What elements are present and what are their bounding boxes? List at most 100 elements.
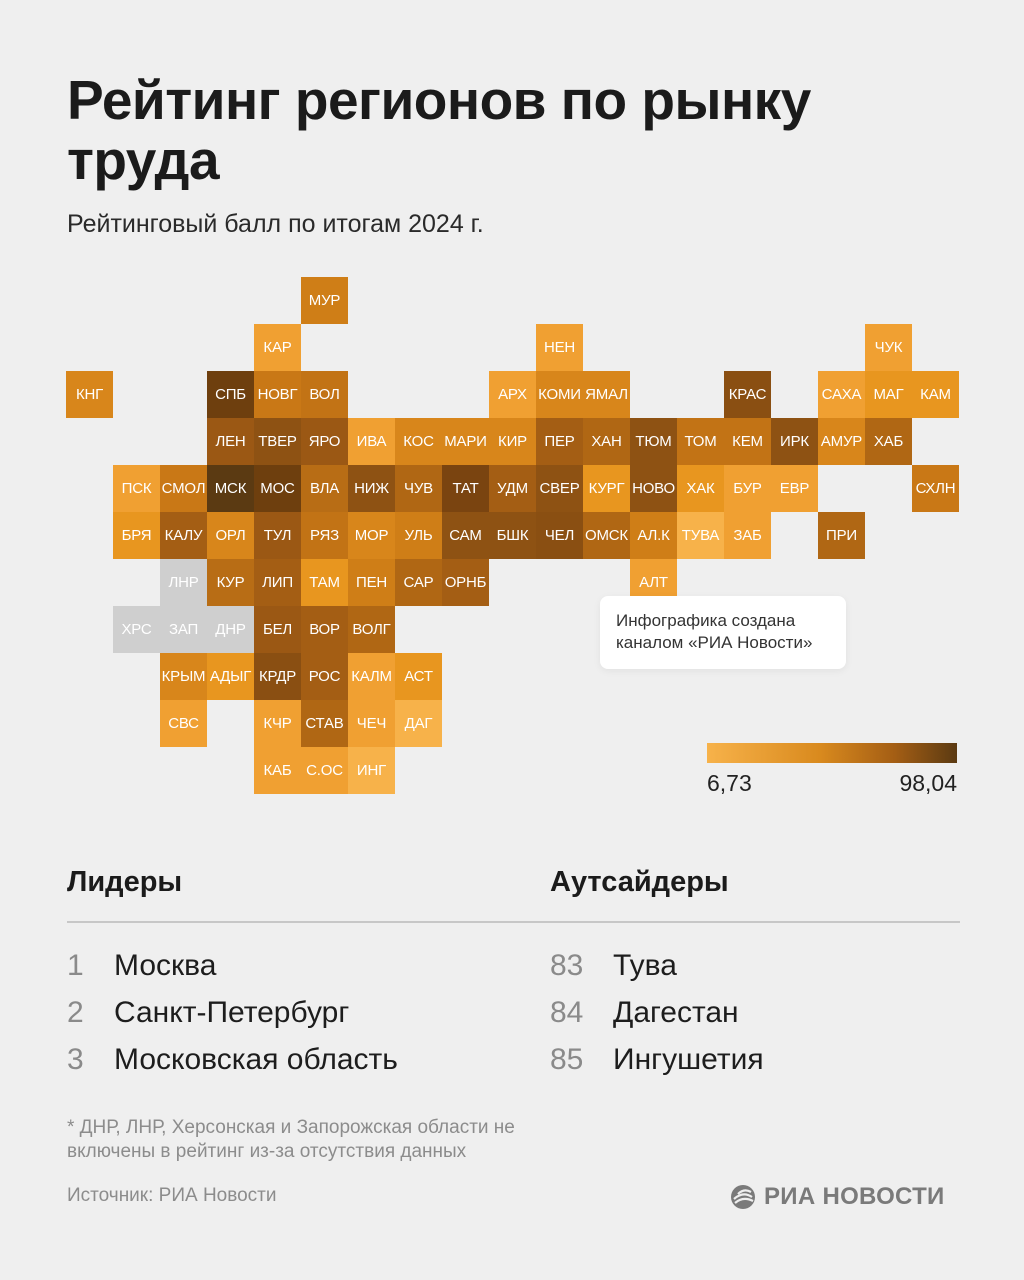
region-tile-ново: НОВО <box>630 465 677 512</box>
region-tile-чук: ЧУК <box>865 324 912 371</box>
region-tile-мск: МСК <box>207 465 254 512</box>
region-tile-хан: ХАН <box>583 418 630 465</box>
region-name: Тува <box>613 949 677 982</box>
region-tile-кос: КОС <box>395 418 442 465</box>
region-tile-кнг: КНГ <box>66 371 113 418</box>
section-divider <box>67 921 960 923</box>
region-tile-кир: КИР <box>489 418 536 465</box>
source-label: Источник: РИА Новости <box>67 1185 277 1206</box>
region-tile-удм: УДМ <box>489 465 536 512</box>
region-tile-ряз: РЯЗ <box>301 512 348 559</box>
region-tile-бел: БЕЛ <box>254 606 301 653</box>
ria-globe-icon <box>731 1185 755 1209</box>
region-tile-маг: МАГ <box>865 371 912 418</box>
region-name: Санкт-Петербург <box>114 996 350 1029</box>
page-title: Рейтинг регионов по рынку труда <box>67 69 811 191</box>
region-tile-хак: ХАК <box>677 465 724 512</box>
region-tile-каб: КАБ <box>254 747 301 794</box>
region-tile-пер: ПЕР <box>536 418 583 465</box>
region-tile-саха: САХА <box>818 371 865 418</box>
brand-name: РИА НОВОСТИ <box>764 1183 945 1210</box>
region-tile-тул: ТУЛ <box>254 512 301 559</box>
outsiders-heading: Аутсайдеры <box>550 866 729 898</box>
region-tile-лип: ЛИП <box>254 559 301 606</box>
credit-note: Инфографика создана каналом «РИА Новости… <box>600 596 846 669</box>
region-tile-кам: КАМ <box>912 371 959 418</box>
legend-max-label: 98,04 <box>899 770 957 796</box>
region-tile-пен: ПЕН <box>348 559 395 606</box>
legend-gradient <box>707 743 957 763</box>
region-tile-орнб: ОРНБ <box>442 559 489 606</box>
region-tile-сам: САМ <box>442 512 489 559</box>
region-tile-евр: ЕВР <box>771 465 818 512</box>
region-tile-новг: НОВГ <box>254 371 301 418</box>
region-tile-мур: МУР <box>301 277 348 324</box>
brand-logo: РИА НОВОСТИ <box>730 1180 960 1214</box>
region-tile-рос: РОС <box>301 653 348 700</box>
rank-number: 85 <box>550 1043 584 1076</box>
region-tile-спб: СПБ <box>207 371 254 418</box>
region-name: Москва <box>114 949 217 982</box>
region-tile-зап: ЗАП <box>160 606 207 653</box>
region-tile-хаб: ХАБ <box>865 418 912 465</box>
region-tile-коми: КОМИ <box>536 371 583 418</box>
region-tile-твер: ТВЕР <box>254 418 301 465</box>
region-tile-крдр: КРДР <box>254 653 301 700</box>
region-tile-свс: СВС <box>160 700 207 747</box>
region-tile-адыг: АДЫГ <box>207 653 254 700</box>
region-tile-мос: МОС <box>254 465 301 512</box>
rank-number: 2 <box>67 996 84 1029</box>
region-tile-ниж: НИЖ <box>348 465 395 512</box>
region-tile-уль: УЛЬ <box>395 512 442 559</box>
region-tile-яро: ЯРО <box>301 418 348 465</box>
region-tile-схлн: СХЛН <box>912 465 959 512</box>
region-tile-том: ТОМ <box>677 418 724 465</box>
region-tile-ива: ИВА <box>348 418 395 465</box>
region-tile-омск: ОМСК <box>583 512 630 559</box>
region-tile-свер: СВЕР <box>536 465 583 512</box>
region-tile-вол: ВОЛ <box>301 371 348 418</box>
region-tile-крым: КРЫМ <box>160 653 207 700</box>
rank-number: 1 <box>67 949 84 982</box>
region-tile-кем: КЕМ <box>724 418 771 465</box>
region-tile-днр: ДНР <box>207 606 254 653</box>
region-tile-нен: НЕН <box>536 324 583 371</box>
region-name: Ингушетия <box>613 1043 764 1076</box>
region-tile-аст: АСТ <box>395 653 442 700</box>
region-tile-чув: ЧУВ <box>395 465 442 512</box>
region-tile-инг: ИНГ <box>348 747 395 794</box>
region-tile-арх: АРХ <box>489 371 536 418</box>
region-tile-бря: БРЯ <box>113 512 160 559</box>
region-tile-пск: ПСК <box>113 465 160 512</box>
legend-min-label: 6,73 <box>707 770 752 796</box>
rank-number: 3 <box>67 1043 84 1076</box>
region-tile-тюм: ТЮМ <box>630 418 677 465</box>
region-tile-волг: ВОЛГ <box>348 606 395 653</box>
region-tile-став: СТАВ <box>301 700 348 747</box>
region-tile-амур: АМУР <box>818 418 865 465</box>
tile-map: МУР КАР НЕН ЧУК КНГ СПБ НОВГ ВОЛ АРХ КОМИ ЯМАЛ КРАС… <box>66 277 959 794</box>
region-tile-кург: КУРГ <box>583 465 630 512</box>
region-tile-смол: СМОЛ <box>160 465 207 512</box>
region-name: Дагестан <box>613 996 739 1029</box>
region-tile-заб: ЗАБ <box>724 512 771 559</box>
footnote: * ДНР, ЛНР, Херсонская и Запорожская обл… <box>67 1117 515 1162</box>
region-tile-ямал: ЯМАЛ <box>583 371 630 418</box>
region-tile-кчр: КЧР <box>254 700 301 747</box>
region-tile-бур: БУР <box>724 465 771 512</box>
region-tile-сар: САР <box>395 559 442 606</box>
region-tile-ирк: ИРК <box>771 418 818 465</box>
region-tile-орл: ОРЛ <box>207 512 254 559</box>
region-tile-вла: ВЛА <box>301 465 348 512</box>
region-tile-чел: ЧЕЛ <box>536 512 583 559</box>
region-tile-при: ПРИ <box>818 512 865 559</box>
region-tile-калм: КАЛМ <box>348 653 395 700</box>
region-tile-бшк: БШК <box>489 512 536 559</box>
region-tile-кар: КАР <box>254 324 301 371</box>
region-tile-хрс: ХРС <box>113 606 160 653</box>
region-tile-вор: ВОР <box>301 606 348 653</box>
region-tile-кур: КУР <box>207 559 254 606</box>
rank-number: 84 <box>550 996 584 1029</box>
leaders-heading: Лидеры <box>67 866 183 898</box>
page-subtitle: Рейтинговый балл по итогам 2024 г. <box>67 210 484 238</box>
